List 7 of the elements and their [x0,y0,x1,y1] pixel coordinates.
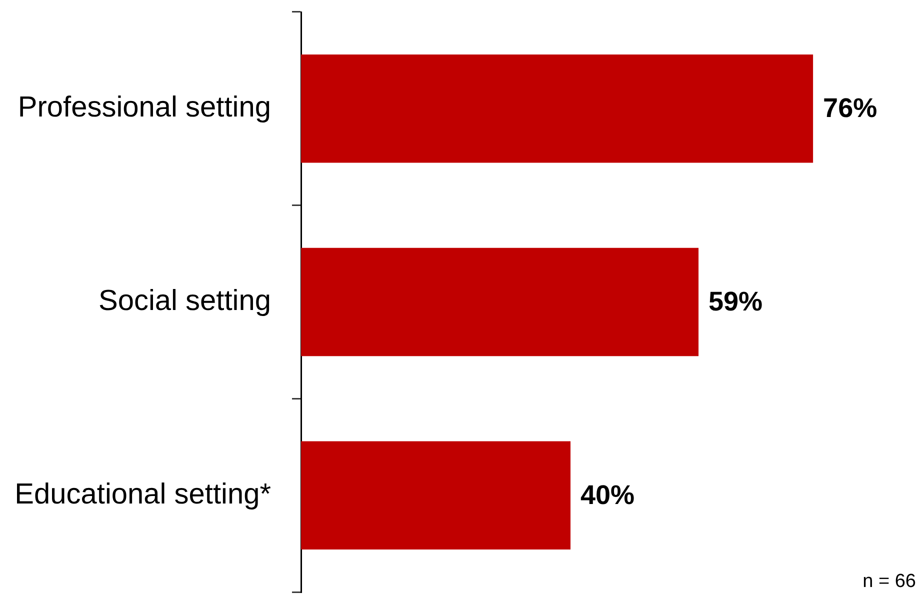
y-tick-label: Educational setting* [14,478,271,510]
data-label: 59% [708,286,763,316]
y-tick-label: Professional setting [18,92,271,124]
data-label: 40% [580,480,635,510]
data-label: 76% [823,93,878,124]
text: n = 66 [862,571,916,592]
y-tick-label: Social setting [98,285,271,317]
